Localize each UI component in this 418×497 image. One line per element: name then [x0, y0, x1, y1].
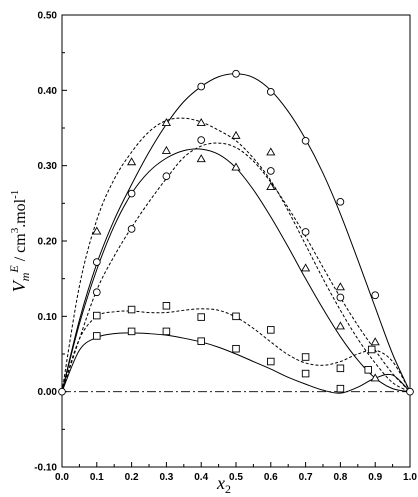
series-2-circle-marker [266, 167, 275, 175]
series-5-square-marker [267, 326, 275, 334]
series-6-square-marker [364, 366, 372, 374]
x-tick-label: 0.2 [125, 472, 139, 483]
series-2-circle-marker [197, 136, 206, 144]
series-4-triangle-marker [161, 145, 171, 154]
series-3-triangle-marker [266, 147, 276, 156]
x-tick-label: 0.5 [229, 472, 243, 483]
x-axis-ticks: 0.0 0.1 0.2 0.3 0.4 0.5 0.6 0.7 0.8 0.9 1.0 [55, 462, 417, 483]
x-axis-title-symbol: x [216, 473, 225, 493]
x-tick-label: 0.6 [264, 472, 278, 483]
series-4-triangle-marker [370, 373, 380, 382]
series-1-circle-marker [92, 258, 101, 266]
plot-frame [61, 14, 411, 468]
series-1-circle-marker [301, 136, 310, 145]
y-axis-title-unit-mol-exp: -1 [9, 190, 21, 199]
x-tick-label: 0.0 [55, 472, 69, 483]
series-6-square-marker [232, 344, 240, 353]
series-6-square-marker [197, 337, 205, 345]
x-axis-title-subscript: 2 [225, 482, 231, 496]
x-tick-label: 0.3 [159, 472, 173, 483]
y-tick-label: 0.10 [38, 312, 58, 323]
x-axis-title: x2 [216, 473, 231, 496]
series-1-circle-marker [336, 197, 345, 206]
y-tick-label: -0.10 [34, 463, 57, 474]
y-axis-title-unit: / cm [12, 233, 29, 266]
y-tick-label: 0.30 [38, 161, 58, 172]
y-axis-title: VmE / cm3.mol-1 [7, 190, 32, 293]
series-3-triangle-marker [196, 118, 206, 127]
fit-curve-4 [61, 148, 411, 393]
series-5-square-marker [301, 353, 310, 361]
series-5-square-marker [336, 364, 345, 373]
y-tick-label: 0.50 [38, 11, 58, 22]
series-3-triangle-marker [335, 282, 345, 291]
y-axis-title-symbol: V [9, 279, 29, 292]
series-1-circle-marker [232, 69, 240, 78]
series-2-circle-marker [127, 225, 136, 233]
y-axis-title-sub: m [18, 272, 32, 281]
series-1-circle-marker [58, 387, 66, 396]
x-tick-label: 0.9 [368, 472, 382, 483]
series-5-square-marker [367, 345, 376, 354]
series-5-square-marker [232, 312, 240, 321]
fit-curve-6 [61, 332, 411, 394]
series-5-square-marker [127, 305, 136, 314]
series-2-circle-marker [301, 228, 310, 236]
series-4-triangle-marker [301, 263, 311, 272]
fit-curve-3 [61, 117, 411, 393]
series-4-triangle-marker [335, 321, 345, 330]
y-axis-title-unit-mol: .mol [12, 198, 29, 227]
series-1-circle-marker [371, 291, 380, 300]
x-tick-label: 0.1 [90, 472, 104, 483]
x-tick-label: 0.7 [299, 472, 313, 483]
x-tick-label: 1.0 [403, 472, 417, 483]
series-6-square-marker [162, 327, 171, 336]
fit-curve-1 [61, 73, 411, 392]
series-3-triangle-marker [370, 337, 380, 346]
series-3-triangle-marker [161, 118, 171, 127]
series-5-square-marker [93, 311, 101, 320]
fit-curve-2 [61, 142, 411, 393]
series-3-triangle-marker [231, 130, 241, 139]
series-4-triangle-marker [196, 154, 206, 163]
series-6-square-marker [301, 369, 310, 378]
y-axis-title-sup: E [7, 265, 21, 274]
series-2-circle-marker [92, 288, 101, 297]
series-5-square-marker [162, 302, 171, 310]
series-1-circle-marker [197, 82, 206, 91]
series-6-square-marker [267, 357, 275, 366]
y-tick-label: 0.00 [38, 387, 58, 398]
data-markers [58, 69, 414, 396]
series-5-square-marker [197, 313, 205, 321]
series-4-triangle-marker [231, 162, 241, 171]
series-6-square-marker [127, 327, 136, 336]
series-3-triangle-marker [92, 226, 102, 235]
series-1-circle-marker [406, 387, 414, 396]
y-axis-title-unit-exp: 3 [9, 227, 21, 233]
series-1-circle-marker [127, 189, 136, 198]
y-tick-label: 0.40 [38, 86, 58, 97]
series-2-circle-marker [162, 172, 171, 181]
y-tick-label: 0.20 [38, 237, 58, 248]
series-4-triangle-marker [266, 182, 276, 191]
series-6-square-marker [336, 384, 345, 393]
series-6-square-marker [93, 332, 101, 340]
x-tick-label: 0.8 [333, 472, 347, 483]
series-1-circle-marker [266, 87, 275, 96]
series-3-triangle-marker [127, 157, 137, 166]
series-2-circle-marker [336, 293, 345, 302]
x-tick-label: 0.4 [194, 472, 208, 483]
